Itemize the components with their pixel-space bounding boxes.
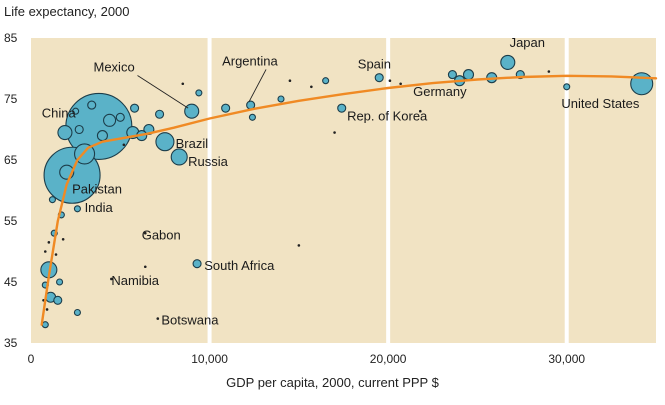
trend-curve (40, 74, 658, 326)
bubble-layer (40, 54, 654, 329)
data-dot (388, 79, 392, 82)
leader-line (137, 75, 189, 109)
data-bubble (447, 70, 457, 80)
data-bubble (462, 69, 475, 81)
country-label: Russia (188, 154, 229, 169)
data-bubble (374, 73, 384, 83)
data-dot (418, 109, 422, 113)
data-bubble (87, 100, 97, 110)
data-bubble (500, 54, 516, 70)
country-label: Botswana (161, 313, 219, 328)
data-bubble (155, 132, 175, 152)
data-bubble (192, 259, 202, 269)
x-tick-label: 10,000 (191, 352, 228, 366)
data-bubble (130, 103, 140, 113)
data-bubble (48, 196, 56, 204)
data-dot (547, 70, 551, 73)
data-dot (61, 238, 65, 241)
country-label: Mexico (94, 60, 135, 75)
data-bubble (322, 77, 330, 85)
data-bubble (184, 103, 200, 119)
data-dot (310, 85, 313, 89)
data-bubble (630, 72, 654, 96)
y-tick-label: 65 (4, 153, 18, 167)
data-bubble (195, 89, 203, 97)
data-dot (143, 231, 147, 235)
data-bubble (96, 130, 108, 142)
country-label: Brazil (176, 136, 209, 151)
data-bubble (115, 112, 125, 122)
data-dot (110, 277, 113, 281)
data-bubble (73, 205, 81, 213)
x-tick-label: 20,000 (370, 352, 407, 366)
data-dot (122, 143, 126, 147)
country-label: India (85, 200, 114, 215)
country-label: United States (561, 96, 640, 111)
data-dot (43, 250, 47, 253)
y-tick-label: 35 (4, 336, 18, 350)
country-label: Argentina (222, 53, 278, 68)
y-tick-label: 75 (4, 92, 18, 106)
data-bubble (73, 308, 81, 317)
y-axis-title: Life expectancy, 2000 (4, 4, 130, 19)
data-dot (54, 253, 58, 256)
curve-layer (40, 74, 658, 326)
data-dot (297, 244, 301, 247)
data-bubble (155, 109, 165, 119)
plot-background (31, 38, 656, 343)
data-dot (333, 131, 336, 134)
y-tick-label: 85 (4, 31, 18, 45)
data-bubble (53, 295, 63, 305)
x-tick-label: 0 (28, 352, 35, 366)
x-axis-title: GDP per capita, 2000, current PPP $ (226, 375, 439, 390)
data-dot (47, 241, 51, 244)
country-label: Pakistan (72, 182, 122, 197)
country-label: Japan (510, 35, 545, 50)
country-label: Gabon (142, 227, 181, 242)
country-label: South Africa (204, 258, 275, 273)
y-tick-label: 55 (4, 214, 18, 228)
data-bubble (248, 113, 256, 121)
data-bubble (74, 124, 84, 135)
data-bubble (277, 95, 285, 103)
data-bubble (170, 148, 188, 166)
country-label: Rep. of Korea (347, 108, 428, 123)
tick-layer: 35 45 55 65 75 85 0 10,000 20,000 30,000 (4, 31, 585, 366)
country-label: China (42, 105, 77, 120)
data-dot (181, 82, 185, 86)
data-dot (399, 82, 402, 86)
data-dot (143, 265, 147, 269)
country-label: Germany (413, 84, 467, 99)
data-dot (288, 79, 292, 82)
country-label: Spain (358, 57, 391, 72)
y-tick-label: 45 (4, 275, 18, 289)
label-layer: Mexico Argentina Spain Japan Germany United S… (42, 35, 640, 328)
country-label: Namibia (111, 273, 159, 288)
data-bubble (221, 103, 231, 113)
data-bubble (337, 103, 347, 113)
data-bubble (103, 113, 117, 127)
data-dot (45, 308, 49, 311)
data-dot (156, 317, 160, 320)
leader-line (248, 69, 267, 103)
data-bubble (72, 107, 80, 115)
data-bubble (57, 125, 73, 141)
x-tick-label: 30,000 (548, 352, 585, 366)
data-bubble (56, 278, 64, 286)
data-bubble (563, 83, 571, 91)
